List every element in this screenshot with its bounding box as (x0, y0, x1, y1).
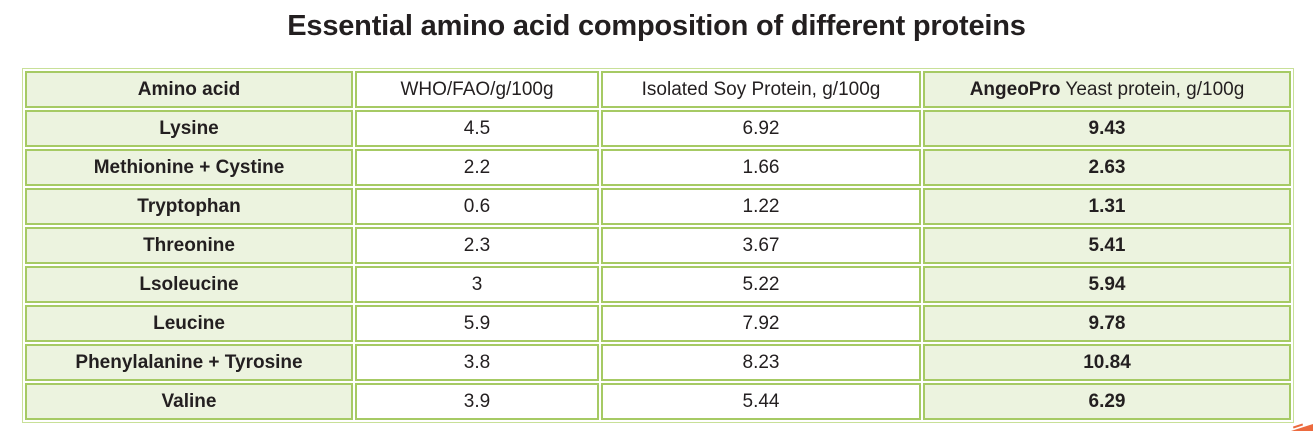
header-soy-protein: Isolated Soy Protein, g/100g (601, 71, 921, 108)
orange-corner-accent (1291, 422, 1313, 431)
table-row: Methionine + Cystine 2.2 1.66 2.63 (25, 149, 1291, 186)
table-row: Threonine 2.3 3.67 5.41 (25, 227, 1291, 264)
table-row: Valine 3.9 5.44 6.29 (25, 383, 1291, 420)
amino-acid-cell: Valine (25, 383, 353, 420)
table-row: Lysine 4.5 6.92 9.43 (25, 110, 1291, 147)
soy-protein-value-cell: 6.92 (601, 110, 921, 147)
angeopro-value-cell: 5.41 (923, 227, 1291, 264)
table-row: Leucine 5.9 7.92 9.78 (25, 305, 1291, 342)
who-fao-value-cell: 5.9 (355, 305, 599, 342)
table-row: Lsoleucine 3 5.22 5.94 (25, 266, 1291, 303)
angeopro-value-cell: 9.78 (923, 305, 1291, 342)
soy-protein-value-cell: 5.44 (601, 383, 921, 420)
table-row: Tryptophan 0.6 1.22 1.31 (25, 188, 1291, 225)
soy-protein-value-cell: 8.23 (601, 344, 921, 381)
soy-protein-value-cell: 7.92 (601, 305, 921, 342)
table-header-row: Amino acid WHO/FAO/g/100g Isolated Soy P… (25, 71, 1291, 108)
angeopro-value-cell: 5.94 (923, 266, 1291, 303)
angeopro-unit-label: Yeast protein, g/100g (1060, 78, 1245, 100)
who-fao-value-cell: 2.3 (355, 227, 599, 264)
soy-protein-value-cell: 1.22 (601, 188, 921, 225)
who-fao-value-cell: 4.5 (355, 110, 599, 147)
who-fao-value-cell: 3.8 (355, 344, 599, 381)
angeopro-value-cell: 1.31 (923, 188, 1291, 225)
who-fao-value-cell: 3 (355, 266, 599, 303)
amino-acid-cell: Threonine (25, 227, 353, 264)
who-fao-value-cell: 2.2 (355, 149, 599, 186)
soy-protein-value-cell: 1.66 (601, 149, 921, 186)
angeopro-value-cell: 9.43 (923, 110, 1291, 147)
who-fao-value-cell: 0.6 (355, 188, 599, 225)
amino-acid-table: Amino acid WHO/FAO/g/100g Isolated Soy P… (22, 68, 1294, 423)
angeopro-brand-label: AngeoPro (969, 78, 1061, 100)
amino-acid-cell: Phenylalanine + Tyrosine (25, 344, 353, 381)
angeopro-value-cell: 10.84 (923, 344, 1291, 381)
table-body: Lysine 4.5 6.92 9.43 Methionine + Cystin… (25, 110, 1291, 420)
table-header: Amino acid WHO/FAO/g/100g Isolated Soy P… (25, 71, 1291, 108)
soy-protein-value-cell: 3.67 (601, 227, 921, 264)
soy-protein-value-cell: 5.22 (601, 266, 921, 303)
amino-acid-cell: Leucine (25, 305, 353, 342)
amino-acid-cell: Methionine + Cystine (25, 149, 353, 186)
header-amino-acid: Amino acid (25, 71, 353, 108)
amino-acid-cell: Lsoleucine (25, 266, 353, 303)
amino-acid-cell: Lysine (25, 110, 353, 147)
orange-wedge (1291, 424, 1313, 431)
amino-acid-cell: Tryptophan (25, 188, 353, 225)
page-title: Essential amino acid composition of diff… (287, 10, 1026, 42)
header-angeopro: AngeoPro Yeast protein, g/100g (923, 71, 1291, 108)
table-row: Phenylalanine + Tyrosine 3.8 8.23 10.84 (25, 344, 1291, 381)
who-fao-value-cell: 3.9 (355, 383, 599, 420)
header-who-fao: WHO/FAO/g/100g (355, 71, 599, 108)
angeopro-value-cell: 6.29 (923, 383, 1291, 420)
angeopro-value-cell: 2.63 (923, 149, 1291, 186)
